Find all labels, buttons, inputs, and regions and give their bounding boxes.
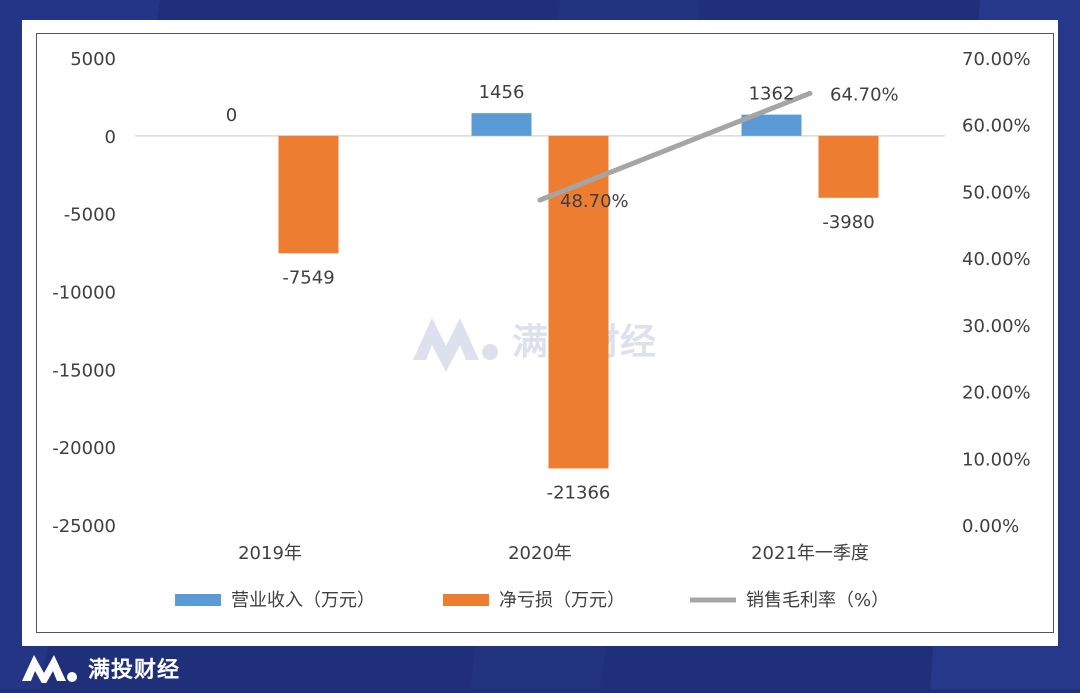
brand-name: 满投财经 <box>88 658 181 683</box>
revenue-bar <box>471 113 532 136</box>
left-tick-label: -25000 <box>52 516 116 537</box>
right-tick-label: 0.00% <box>962 516 1019 537</box>
legend-swatch-net-loss <box>443 594 489 606</box>
margin-line-layer <box>537 90 813 203</box>
legend-label-margin: 销售毛利率（%） <box>746 590 889 611</box>
left-tick-label: 0 <box>105 127 116 148</box>
right-tick-label: 60.00% <box>962 116 1031 137</box>
revenue-data-label: 1456 <box>479 82 525 103</box>
watermark: 满投财经 <box>413 318 656 372</box>
category-label: 2021年一季度 <box>751 543 869 564</box>
net-loss-bar <box>278 135 339 254</box>
left-tick-label: -15000 <box>52 360 116 381</box>
right-tick-label: 10.00% <box>962 449 1031 470</box>
category-label: 2020年 <box>508 543 572 564</box>
bars-layer <box>278 113 879 469</box>
net-loss-bar <box>818 135 879 198</box>
legend-swatch-revenue <box>175 594 221 606</box>
margin-data-label: 64.70% <box>830 84 899 105</box>
brand-logo-icon <box>22 655 77 683</box>
chart-card <box>22 20 1058 646</box>
footer-brand: 满投财经 <box>20 647 180 689</box>
data-labels-layer: 0 -7549 1456 -21366 1362 -3980 48.70% 64.70% <box>226 82 899 503</box>
right-tick-label: 40.00% <box>962 249 1031 270</box>
revenue-bar <box>741 114 802 136</box>
legend: 营业收入（万元） 净亏损（万元） 销售毛利率（%） <box>175 590 889 611</box>
net-loss-data-label: -7549 <box>282 267 334 288</box>
right-tick-label: 30.00% <box>962 316 1031 337</box>
left-tick-label: -5000 <box>64 205 116 226</box>
margin-line <box>537 90 813 203</box>
revenue-data-label: 1362 <box>749 84 795 105</box>
right-tick-label: 20.00% <box>962 383 1031 404</box>
net-loss-data-label: -3980 <box>822 212 874 233</box>
right-tick-label: 50.00% <box>962 182 1031 203</box>
left-tick-label: -10000 <box>52 283 116 304</box>
left-tick-label: -20000 <box>52 438 116 459</box>
right-axis-ticks: 70.00% 60.00% 50.00% 40.00% 30.00% 20.00% 10.0… <box>962 49 1031 537</box>
legend-label-revenue: 营业收入（万元） <box>231 590 375 611</box>
right-tick-label: 70.00% <box>962 49 1031 70</box>
category-label: 2019年 <box>238 543 302 564</box>
margin-data-label: 48.70% <box>560 191 629 212</box>
category-labels: 2019年 2020年 2021年一季度 <box>238 543 869 564</box>
legend-label-net-loss: 净亏损（万元） <box>499 590 625 611</box>
left-axis-ticks: 5000 0 -5000 -10000 -15000 -20000 -25000 <box>52 49 116 537</box>
net-loss-data-label: -21366 <box>547 482 611 503</box>
chart-border <box>36 33 1054 633</box>
left-tick-label: 5000 <box>70 49 116 70</box>
revenue-data-label: 0 <box>226 105 237 126</box>
watermark-logo-icon <box>413 318 498 372</box>
